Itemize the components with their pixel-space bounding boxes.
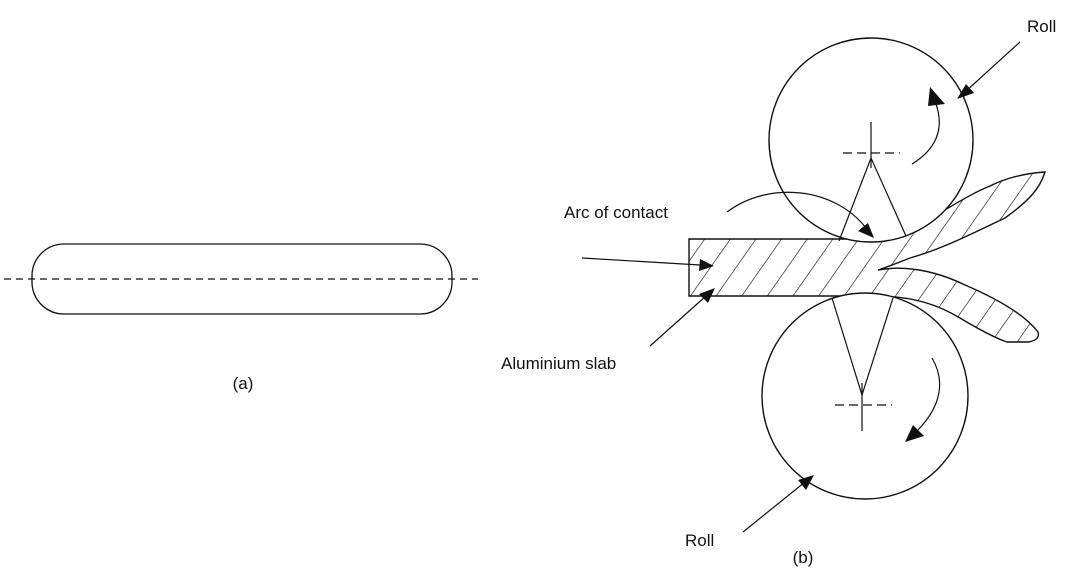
- roll-top-leader: [957, 41, 1021, 99]
- bottom-roll-center-mark: [835, 383, 892, 431]
- aluminium-slab: [688, 171, 1046, 343]
- label-arc-of-contact: Arc of contact: [564, 203, 668, 222]
- caption-a: (a): [233, 374, 254, 393]
- bottom-roll: [761, 292, 969, 500]
- bottom-contact-angle: [831, 297, 894, 398]
- bottom-rotation-arrow: [905, 357, 941, 442]
- top-rotation-arrow: [911, 87, 945, 165]
- caption-b: (b): [793, 548, 814, 567]
- arc-of-contact-leader: [726, 191, 874, 238]
- label-aluminium-slab: Aluminium slab: [501, 354, 616, 373]
- top-contact-angle: [838, 156, 907, 242]
- aluminium-slab-leader: [649, 288, 715, 347]
- top-roll-center-mark: [843, 122, 900, 168]
- label-roll-bottom: Roll: [685, 531, 714, 550]
- roll-bottom-leader: [742, 475, 814, 533]
- panel-a: (a): [4, 243, 478, 393]
- slab-entry-leader: [581, 257, 714, 271]
- label-roll-top: Roll: [1027, 17, 1056, 36]
- panel-b: Roll Arc of contact Aluminium slab Roll …: [501, 17, 1056, 567]
